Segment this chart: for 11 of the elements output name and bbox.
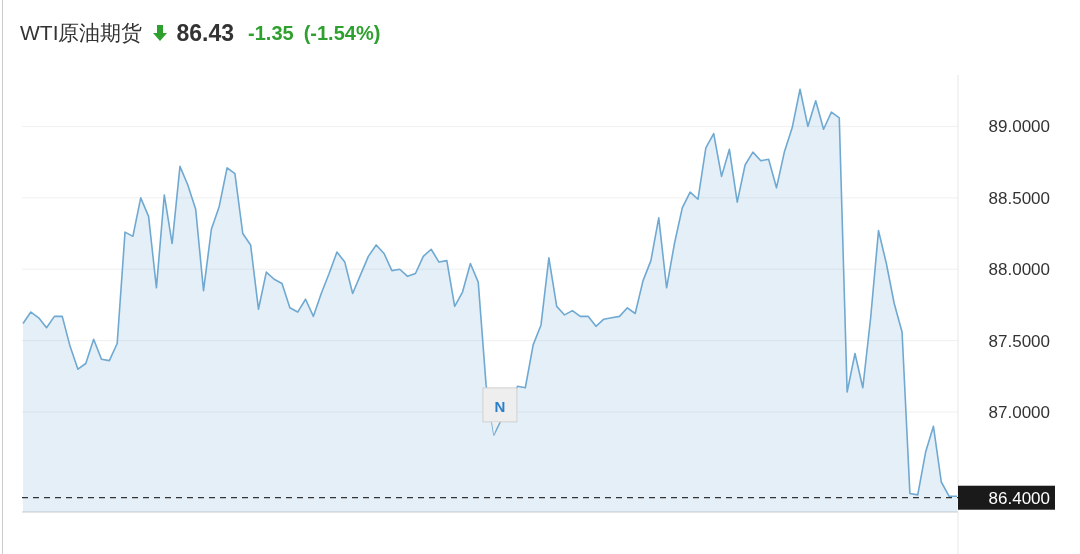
ref-line-label: 86.4000 — [988, 488, 1050, 508]
chart-title: WTI原油期货 — [20, 20, 143, 46]
text: (-1.54%) — [303, 21, 381, 45]
annotation: N — [494, 397, 506, 415]
y-tick-label: 89.0000 — [988, 117, 1050, 137]
y-tick-label: 87.0000 — [988, 403, 1050, 423]
text: 86.43 — [176, 19, 235, 47]
y-tick-label: 88.0000 — [988, 260, 1050, 280]
y-tick-label: 88.5000 — [988, 188, 1050, 208]
text: -1.35 — [248, 21, 294, 45]
y-tick-label: 87.5000 — [988, 331, 1050, 351]
